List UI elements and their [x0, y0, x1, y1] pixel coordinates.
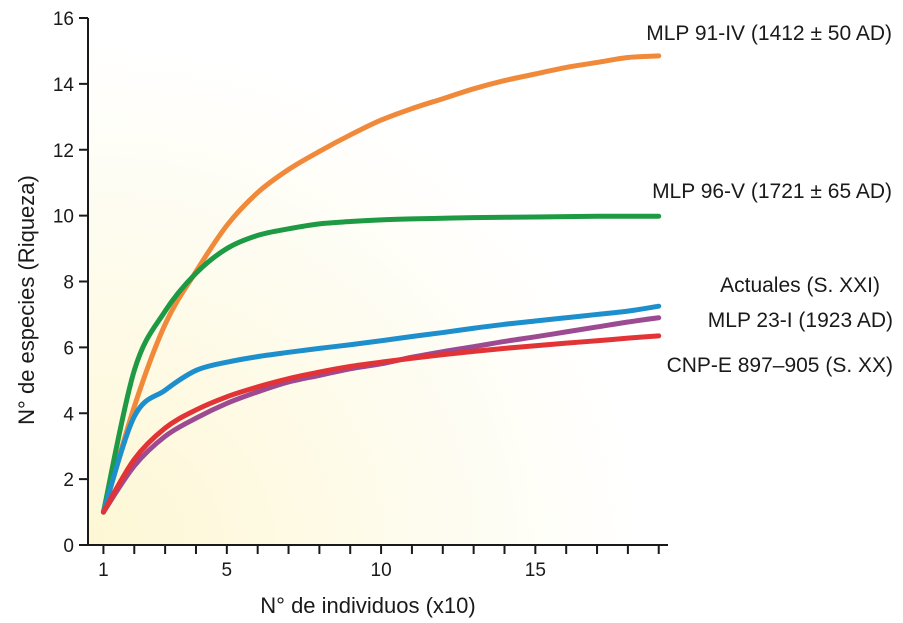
x-tick-label: 15 — [525, 560, 546, 581]
y-tick-label: 16 — [53, 9, 74, 30]
y-tick-label: 12 — [53, 141, 74, 162]
y-tick-label: 2 — [63, 470, 74, 491]
y-tick-label: 14 — [53, 75, 75, 96]
y-tick-label: 0 — [63, 536, 74, 557]
series-line-2 — [100, 213, 662, 515]
series-layer — [100, 53, 662, 515]
x-tick-label: 10 — [371, 560, 392, 581]
y-tick-label: 10 — [53, 207, 74, 228]
series-label-4: MLP 23-I (1923 AD) — [708, 309, 893, 332]
series-label-1: MLP 91-IV (1412 ± 50 AD) — [646, 22, 892, 45]
plot-background — [88, 18, 668, 545]
y-tick-label: 8 — [63, 273, 74, 294]
y-tick-label: 6 — [63, 338, 74, 359]
series-label-3: Actuales (S. XXI) — [720, 274, 880, 297]
series-line-5 — [100, 333, 662, 515]
y-tick-label: 4 — [63, 404, 74, 425]
series-line-3 — [100, 303, 662, 515]
x-tick-label: 1 — [98, 560, 109, 581]
x-tick-label: 5 — [222, 560, 233, 581]
series-label-2: MLP 96-V (1721 ± 65 AD) — [652, 180, 892, 203]
series-label-5: CNP-E 897–905 (S. XX) — [667, 354, 893, 377]
labels-layer: MLP 91-IV (1412 ± 50 AD) MLP 96-V (1721 ±… — [646, 22, 893, 377]
x-axis-title: N° de individuos (x10) — [260, 593, 475, 618]
series-line-1 — [100, 53, 662, 515]
y-axis-title: N° de especies (Riqueza) — [14, 175, 39, 425]
